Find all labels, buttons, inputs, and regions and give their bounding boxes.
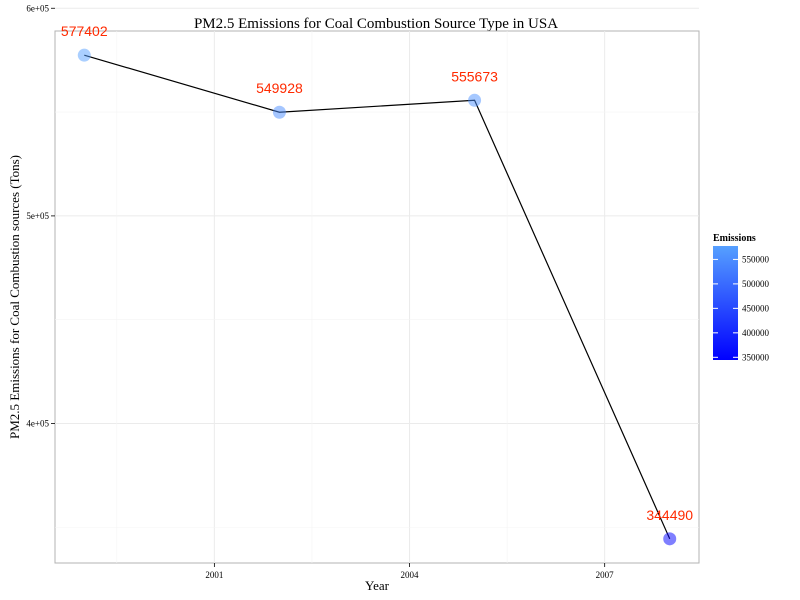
legend: Emissions 350000 400000 450000 500000 550000	[713, 233, 770, 362]
series-line	[84, 54, 671, 540]
x-tick-label: 2004	[401, 570, 420, 580]
legend-colorbar	[713, 246, 738, 360]
plot-panel: 4e+05 5e+05 6e+05 2001 2004 2007 577402 54992…	[26, 3, 700, 580]
legend-tick-label: 500000	[742, 279, 770, 289]
legend-title: Emissions	[713, 233, 756, 244]
x-axis-title: Year	[365, 578, 390, 593]
data-label: 577402	[61, 23, 108, 39]
data-labels: 577402 549928 555673 344490	[61, 23, 693, 523]
data-label: 549928	[256, 80, 303, 96]
plot-background	[54, 30, 700, 564]
legend-tick-label: 350000	[742, 352, 770, 362]
x-axis-ticks: 2001 2004 2007	[205, 563, 614, 580]
data-point	[468, 93, 482, 107]
x-tick-label: 2001	[205, 570, 223, 580]
data-point	[663, 532, 677, 546]
data-label: 344490	[646, 507, 693, 523]
legend-tick-label: 550000	[742, 254, 770, 264]
legend-tick-label: 400000	[742, 328, 770, 338]
legend-ticks: 350000 400000 450000 500000 550000	[713, 254, 770, 362]
y-tick-label: 6e+05	[26, 3, 49, 13]
chart-title: PM2.5 Emissions for Coal Combustion Sour…	[194, 16, 558, 32]
y-tick-label: 4e+05	[26, 419, 49, 429]
data-point	[272, 105, 286, 119]
data-label: 555673	[451, 68, 498, 84]
y-axis-title: PM2.5 Emissions for Coal Combustion sour…	[7, 155, 22, 439]
data-point	[77, 48, 91, 62]
grid-lines	[55, 7, 699, 563]
data-points	[77, 48, 677, 546]
legend-tick-label: 450000	[742, 303, 770, 313]
y-axis-ticks: 4e+05 5e+05 6e+05	[26, 3, 55, 429]
y-tick-label: 5e+05	[26, 211, 49, 221]
x-tick-label: 2007	[596, 570, 615, 580]
